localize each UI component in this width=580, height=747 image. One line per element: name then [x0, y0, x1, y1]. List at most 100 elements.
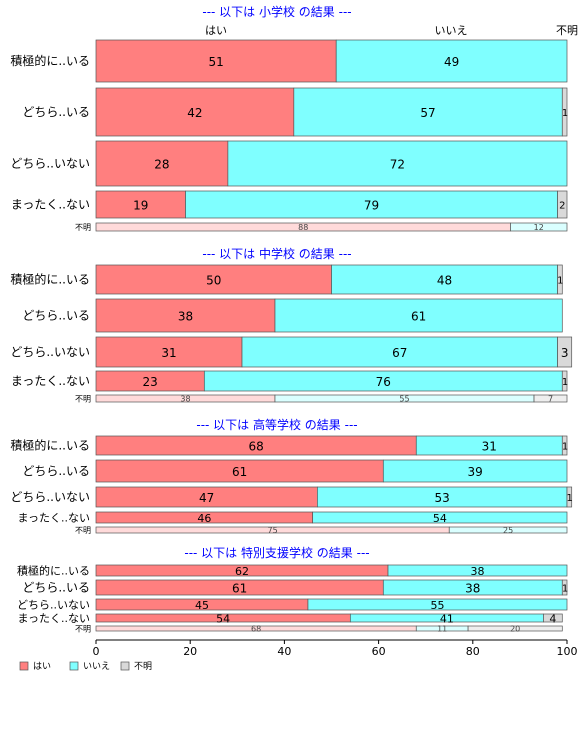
- header-iie: いいえ: [435, 24, 468, 37]
- bar-segment: [331, 264, 558, 295]
- data-label: 55: [399, 395, 409, 404]
- category-label: どちら..いる: [22, 581, 90, 595]
- category-label: まったく..ない: [11, 198, 90, 212]
- bar-segment: [185, 190, 558, 219]
- bar-segment: [95, 190, 186, 219]
- data-label: 19: [133, 199, 148, 213]
- bar-segment: [274, 298, 563, 333]
- data-label: 1: [562, 108, 568, 119]
- panel-title-2: --- 以下は 中学校 の結果 ---: [202, 246, 351, 261]
- category-label: 不明: [75, 395, 91, 404]
- bar-segment: [561, 87, 568, 137]
- bar-segment: [312, 511, 568, 524]
- data-label: 39: [468, 465, 483, 479]
- bar-segment: [95, 336, 243, 368]
- bar-segment: [566, 486, 573, 508]
- data-label: 38: [465, 582, 480, 596]
- category-label: まったく..ない: [17, 512, 90, 525]
- data-label: 55: [430, 599, 444, 612]
- category-label: 不明: [75, 526, 91, 535]
- data-label: 1: [562, 377, 568, 388]
- category-label: まったく..ない: [17, 612, 90, 625]
- bar-segment: [382, 459, 568, 483]
- category-label: 積極的に..いる: [10, 272, 90, 287]
- legend-swatch: [19, 661, 29, 671]
- x-tick-label: 40: [277, 645, 291, 658]
- category-label: 積極的に..いる: [17, 564, 90, 578]
- data-label: 76: [376, 375, 391, 389]
- data-label: 50: [206, 274, 221, 288]
- bar-segment: [561, 370, 568, 392]
- data-label: 61: [232, 465, 247, 479]
- data-label: 45: [195, 599, 209, 612]
- legend-label: はい: [33, 661, 51, 672]
- bar-segment: [307, 598, 568, 611]
- x-tick-label: 100: [557, 645, 578, 658]
- data-label: 28: [154, 158, 169, 172]
- bar-segment: [561, 435, 568, 456]
- data-label: 11: [437, 625, 447, 634]
- data-label: 72: [390, 158, 405, 172]
- bar-segment: [95, 298, 276, 333]
- header-fumei: 不明: [556, 24, 578, 37]
- category-label: 積極的に..いる: [10, 53, 90, 68]
- data-label: 79: [364, 199, 379, 213]
- category-label: 積極的に..いる: [10, 438, 90, 453]
- category-label: どちら..いない: [17, 599, 90, 612]
- data-label: 23: [143, 375, 158, 389]
- data-label: 62: [235, 565, 249, 578]
- data-label: 61: [232, 582, 247, 596]
- bar-segment: [561, 579, 568, 596]
- data-label: 68: [248, 440, 263, 454]
- legend-label: いいえ: [83, 661, 110, 672]
- bar-segment: [448, 526, 568, 534]
- bar-segment: [293, 87, 563, 137]
- x-tick-label: 20: [183, 645, 197, 658]
- legend-label: 不明: [134, 661, 152, 672]
- data-label: 88: [298, 223, 308, 232]
- panel-title-4: --- 以下は 特別支援学校 の結果 ---: [184, 545, 369, 560]
- legend-swatch: [120, 661, 130, 671]
- bar-segment: [557, 190, 568, 219]
- legend-swatch: [69, 661, 79, 671]
- x-tick-label: 60: [372, 645, 386, 658]
- data-label: 42: [187, 106, 202, 120]
- data-label: 75: [268, 526, 278, 535]
- category-label: 不明: [75, 223, 91, 232]
- data-label: 31: [161, 346, 176, 360]
- data-label: 1: [557, 276, 563, 287]
- data-label: 1: [567, 493, 573, 504]
- data-label: 12: [534, 223, 544, 232]
- bar-segment: [335, 39, 568, 83]
- bar-segment: [95, 140, 229, 187]
- data-label: 54: [216, 613, 230, 626]
- category-label: どちら..いる: [22, 464, 90, 478]
- data-label: 49: [444, 55, 459, 69]
- data-label: 46: [197, 512, 211, 525]
- data-label: 3: [561, 346, 569, 360]
- data-label: 38: [180, 395, 190, 404]
- bar-segment: [533, 394, 568, 403]
- panel-title-1: --- 以下は 小学校 の結果 ---: [202, 4, 351, 19]
- bar-segment: [557, 264, 563, 295]
- panel-title-3: --- 以下は 高等学校 の結果 ---: [196, 417, 357, 432]
- data-label: 54: [433, 512, 447, 525]
- bar-segment: [467, 625, 563, 632]
- data-label: 67: [392, 346, 407, 360]
- bar-segment: [543, 613, 563, 623]
- data-label: 61: [411, 310, 426, 324]
- data-label: 47: [199, 491, 214, 505]
- header-hai: はい: [205, 24, 227, 37]
- data-label: 20: [510, 625, 520, 634]
- data-label: 68: [251, 625, 261, 634]
- bar-segment: [510, 222, 568, 232]
- bar-segment: [95, 39, 337, 83]
- data-label: 25: [503, 526, 513, 535]
- data-label: 41: [440, 613, 454, 626]
- category-label: 不明: [75, 625, 91, 634]
- bar-segment: [557, 336, 573, 368]
- category-label: どちら..いない: [10, 345, 90, 359]
- bar-segment: [227, 140, 568, 187]
- category-label: まったく..ない: [11, 374, 90, 388]
- data-label: 38: [178, 310, 193, 324]
